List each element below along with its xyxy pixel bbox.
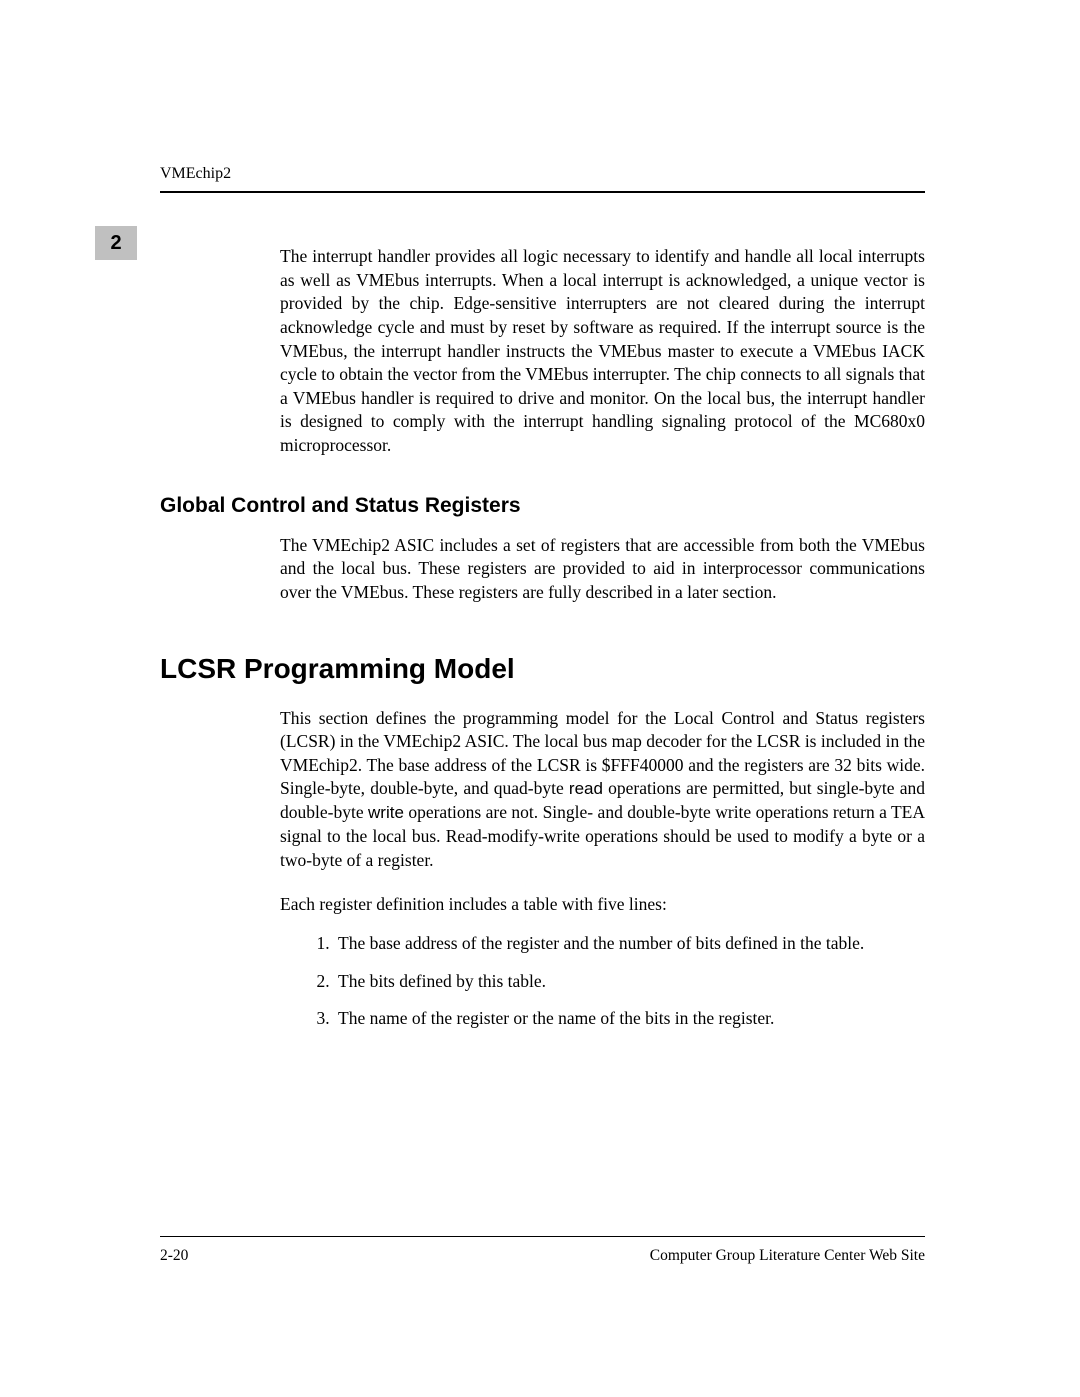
page-header: VMEchip2 — [160, 165, 925, 193]
paragraph-lcsr-intro: This section defines the programming mod… — [280, 707, 925, 873]
chapter-tab: 2 — [95, 226, 137, 260]
page-container: VMEchip2 2 The interrupt handler provide… — [0, 0, 1080, 1105]
code-read: read — [569, 779, 603, 798]
page-number: 2-20 — [160, 1247, 188, 1265]
subsection-heading-gcsr: Global Control and Status Registers — [160, 494, 925, 518]
code-write: write — [368, 803, 404, 822]
list-intro: Each register definition includes a tabl… — [280, 893, 925, 917]
paragraph-gcsr: The VMEchip2 ASIC includes a set of regi… — [280, 534, 925, 605]
register-definition-list: The base address of the register and the… — [312, 932, 925, 1031]
chapter-number: 2 — [110, 232, 121, 255]
header-label: VMEchip2 — [160, 165, 231, 182]
page-footer: 2-20 Computer Group Literature Center We… — [160, 1236, 925, 1265]
main-heading-lcsr: LCSR Programming Model — [160, 653, 925, 685]
list-item-1: The base address of the register and the… — [334, 932, 925, 956]
footer-text: Computer Group Literature Center Web Sit… — [650, 1247, 925, 1265]
list-item-2: The bits defined by this table. — [334, 970, 925, 994]
list-item-3: The name of the register or the name of … — [334, 1007, 925, 1031]
paragraph-interrupt-handler: The interrupt handler provides all logic… — [280, 245, 925, 458]
